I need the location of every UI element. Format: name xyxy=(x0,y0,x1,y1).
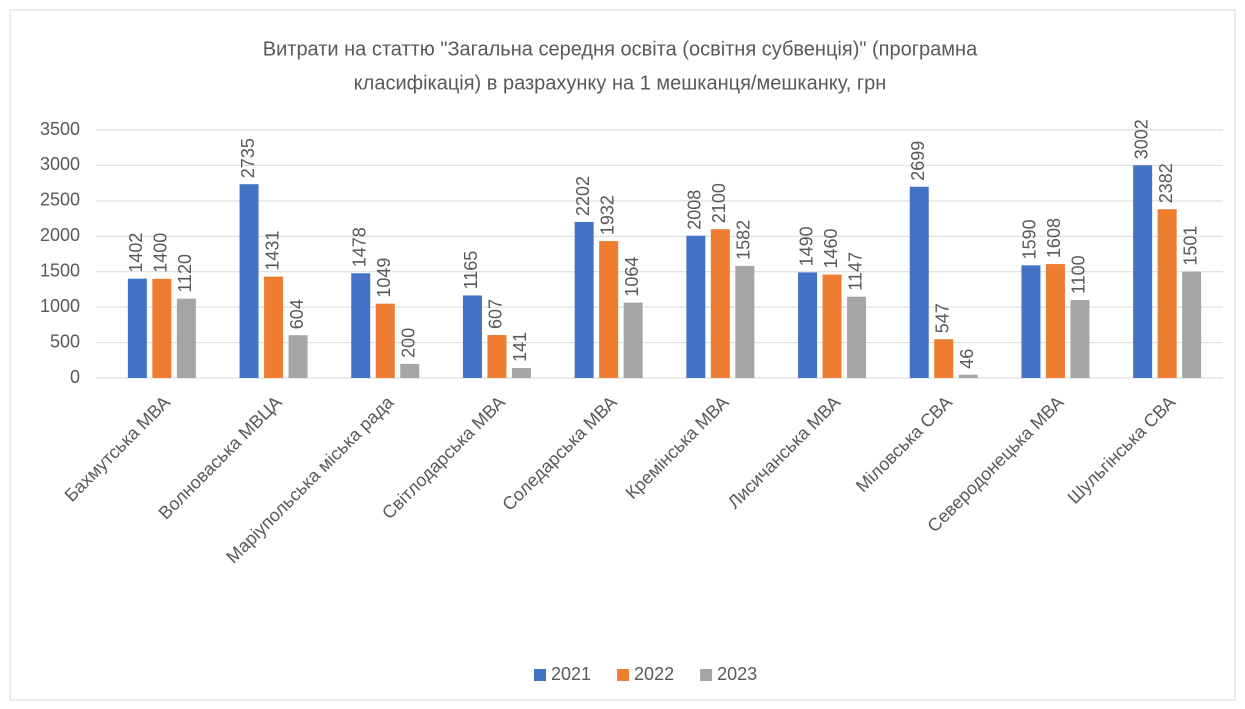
value-label: 141 xyxy=(510,332,530,362)
bar xyxy=(127,278,147,378)
bar xyxy=(351,273,371,378)
bar xyxy=(152,278,172,378)
bar xyxy=(1070,300,1090,378)
value-label: 1608 xyxy=(1044,218,1064,258)
value-label: 1478 xyxy=(350,227,370,267)
y-tick-label: 0 xyxy=(70,367,80,387)
value-label: 200 xyxy=(399,328,419,358)
value-label: 1120 xyxy=(175,254,195,293)
bar xyxy=(462,295,482,378)
bar xyxy=(574,221,594,378)
value-label: 2100 xyxy=(709,183,729,223)
value-label: 1460 xyxy=(821,229,841,269)
legend-swatch xyxy=(534,669,546,681)
legend-label: 2022 xyxy=(634,664,674,684)
value-label: 1590 xyxy=(1020,219,1040,259)
bar xyxy=(176,298,196,378)
y-tick-label: 500 xyxy=(50,331,80,351)
y-tick-label: 3000 xyxy=(40,154,80,174)
bar xyxy=(686,235,706,378)
bar xyxy=(511,368,531,378)
value-label: 2735 xyxy=(238,138,258,178)
value-label: 1501 xyxy=(1180,226,1200,266)
y-tick-label: 2000 xyxy=(40,225,80,245)
value-label: 3002 xyxy=(1131,119,1151,159)
bar xyxy=(375,303,395,378)
value-label: 1431 xyxy=(262,231,282,271)
value-label: 547 xyxy=(933,303,953,333)
bar xyxy=(822,274,842,378)
value-label: 1165 xyxy=(461,251,481,290)
chart-title: Витрати на статтю "Загальна середня осві… xyxy=(263,38,978,60)
value-label: 1400 xyxy=(151,233,171,273)
bar xyxy=(1133,165,1153,378)
value-label: 1490 xyxy=(796,226,816,266)
bar xyxy=(735,265,755,378)
bar xyxy=(909,186,929,378)
value-label: 2008 xyxy=(685,190,705,230)
legend-label: 2021 xyxy=(551,664,591,684)
bar xyxy=(487,334,507,378)
legend-swatch xyxy=(617,669,630,681)
value-label: 2382 xyxy=(1156,163,1176,203)
bar xyxy=(934,339,954,378)
bar xyxy=(798,272,818,378)
y-tick-label: 3500 xyxy=(40,119,80,139)
value-label: 1582 xyxy=(734,220,754,260)
value-label: 607 xyxy=(486,299,506,329)
value-label: 1147 xyxy=(845,252,865,291)
legend-swatch xyxy=(700,669,713,681)
value-label: 604 xyxy=(287,299,307,329)
value-label: 1402 xyxy=(126,233,146,273)
bar xyxy=(1157,209,1177,378)
bar xyxy=(599,241,619,378)
value-label: 1100 xyxy=(1069,255,1089,294)
value-label: 1932 xyxy=(597,195,617,235)
bar xyxy=(1021,265,1041,378)
legend-label: 2023 xyxy=(717,664,757,684)
value-label: 2202 xyxy=(573,176,593,216)
bar xyxy=(623,302,643,378)
y-tick-label: 1500 xyxy=(40,260,80,280)
bar xyxy=(288,335,308,378)
bar xyxy=(958,374,978,378)
bar xyxy=(239,184,259,378)
value-label: 2699 xyxy=(908,141,928,181)
bar xyxy=(400,363,420,378)
value-label: 1064 xyxy=(622,257,642,297)
y-tick-label: 1000 xyxy=(40,296,80,316)
bar xyxy=(1045,264,1065,378)
bar xyxy=(847,296,867,378)
bar xyxy=(710,229,730,378)
chart-title: класифікація) в разрахунку на 1 мешканця… xyxy=(354,72,887,94)
value-label: 46 xyxy=(957,349,977,369)
y-tick-label: 2500 xyxy=(40,190,80,210)
value-label: 1049 xyxy=(374,258,394,298)
bar xyxy=(1182,271,1202,378)
bar xyxy=(264,276,284,378)
